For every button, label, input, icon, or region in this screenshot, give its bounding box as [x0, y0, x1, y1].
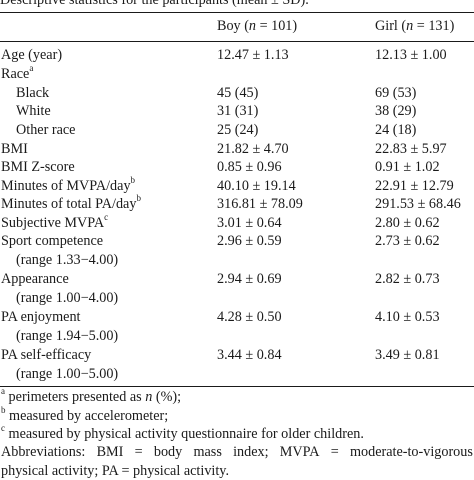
row-label: White — [16, 103, 51, 119]
row-label: Minutes of MVPA/dayb — [1, 175, 136, 195]
row-girl-value: 2.82 ± 0.73 — [375, 271, 440, 287]
table-caption: Descriptive statistics for the participa… — [0, 0, 309, 8]
row-boy-value: 0.85 ± 0.96 — [217, 159, 282, 175]
row-label: Subjective MVPAc — [1, 212, 109, 232]
row-boy-value: 21.82 ± 4.70 — [217, 141, 289, 157]
row-boy-value: 31 (31) — [217, 103, 259, 119]
header-rule — [0, 41, 474, 42]
row-girl-value: 2.73 ± 0.62 — [375, 233, 440, 249]
row-girl-value: 69 (53) — [375, 85, 417, 101]
footnote-a-text-end: (%); — [152, 389, 182, 405]
row-range-label: (range 1.94−5.00) — [16, 328, 119, 344]
row-label: BMI — [1, 141, 28, 157]
footnote-c-mark: c — [1, 423, 5, 434]
header-boy-n: n — [248, 18, 257, 34]
row-boy-value: 12.47 ± 1.13 — [217, 47, 289, 63]
row-label: Appearance — [1, 271, 69, 287]
abbrev-word: = — [330, 444, 339, 460]
header-boy: Boy (n = 101) — [217, 17, 297, 35]
row-range-label: (range 1.00−5.00) — [16, 366, 119, 382]
row-boy-value: 3.01 ± 0.64 — [217, 215, 282, 231]
row-label: Racea — [1, 63, 34, 83]
row-girl-value: 38 (29) — [375, 103, 417, 119]
row-boy-value: 25 (24) — [217, 122, 259, 138]
footnote-marker: c — [104, 212, 109, 223]
row-girl-value: 291.53 ± 68.46 — [375, 196, 461, 212]
row-boy-value: 2.94 ± 0.69 — [217, 271, 282, 287]
row-label: PA enjoyment — [1, 309, 81, 325]
row-label: Other race — [16, 122, 76, 138]
row-label: Black — [16, 85, 50, 101]
row-girl-value: 3.49 ± 0.81 — [375, 347, 440, 363]
abbrev-word: = — [134, 444, 143, 460]
row-range-label: (range 1.33−4.00) — [16, 252, 119, 268]
footnote-b-mark: b — [1, 405, 6, 416]
footnote-a-text: perimeters presented as — [5, 389, 146, 405]
footnote-a-n: n — [145, 389, 153, 405]
row-boy-value: 2.96 ± 0.59 — [217, 233, 282, 249]
footnote-marker: b — [136, 193, 141, 204]
footnote-c: c measured by physical activity question… — [1, 423, 364, 443]
row-boy-value: 40.10 ± 19.14 — [217, 178, 296, 194]
footnote-marker: a — [29, 63, 34, 74]
abbreviations-line-2: physical activity; PA = physical activit… — [1, 463, 230, 479]
row-label-text: Minutes of MVPA/day — [1, 178, 131, 194]
row-girl-value: 24 (18) — [375, 122, 417, 138]
abbrev-word: mass — [193, 444, 222, 460]
row-label: BMI Z-score — [1, 159, 75, 175]
abbreviations-line-1: Abbreviations: BMI = body mass index; MV… — [1, 443, 473, 461]
header-boy-label: Boy ( — [217, 18, 249, 34]
footnote-b: b measured by accelerometer; — [1, 405, 169, 425]
abbrev-word: body — [153, 444, 183, 460]
row-label: Age (year) — [1, 47, 63, 63]
row-girl-value: 12.13 ± 1.00 — [375, 47, 447, 63]
row-label-text: Race — [1, 66, 30, 82]
footnote-c-text: measured by physical activity questionna… — [5, 426, 364, 442]
row-boy-value: 45 (45) — [217, 85, 259, 101]
abbrev-word: BMI — [96, 444, 124, 460]
abbrev-word: index; — [233, 444, 269, 460]
row-girl-value: 0.91 ± 1.02 — [375, 159, 440, 175]
header-boy-count: = 101) — [256, 18, 298, 34]
row-girl-value: 2.80 ± 0.62 — [375, 215, 440, 231]
footnote-a-mark: a — [1, 386, 5, 397]
footnote-b-text: measured by accelerometer; — [5, 408, 169, 424]
row-girl-value: 22.83 ± 5.97 — [375, 141, 447, 157]
row-label-text: Minutes of total PA/day — [1, 196, 137, 212]
row-boy-value: 316.81 ± 78.09 — [217, 196, 303, 212]
row-girl-value: 22.91 ± 12.79 — [375, 178, 454, 194]
header-girl-count: = 131) — [413, 18, 455, 34]
row-girl-value: 4.10 ± 0.53 — [375, 309, 440, 325]
row-range-label: (range 1.00−4.00) — [16, 290, 119, 306]
row-boy-value: 3.44 ± 0.84 — [217, 347, 282, 363]
footnote-a: a perimeters presented as n (%); — [1, 386, 182, 406]
bottom-rule — [0, 386, 474, 387]
abbrev-word: MVPA — [279, 444, 320, 460]
footnote-marker: b — [130, 175, 136, 186]
header-girl-label: Girl ( — [375, 18, 407, 34]
row-label: Sport competence — [1, 233, 104, 249]
header-girl: Girl (n = 131) — [375, 17, 454, 35]
row-boy-value: 4.28 ± 0.50 — [217, 309, 282, 325]
top-rule — [0, 12, 474, 13]
abbrev-word: Abbreviations: — [1, 444, 86, 460]
header-girl-n: n — [406, 18, 414, 34]
abbrev-word: moderate-to-vigorous — [349, 444, 473, 460]
row-label: Minutes of total PA/dayb — [1, 193, 141, 213]
row-label: PA self-efficacy — [1, 347, 92, 363]
row-label-text: Subjective MVPA — [1, 215, 105, 231]
